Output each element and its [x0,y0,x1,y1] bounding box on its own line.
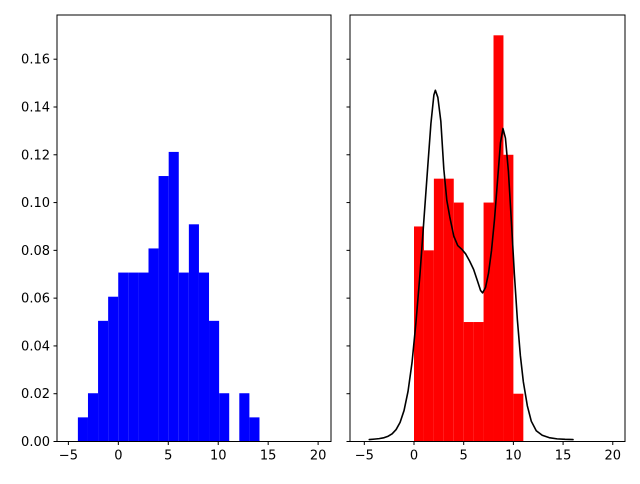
y-tick-label: 0.06 [21,292,50,307]
histogram-bar [168,151,179,442]
right-histogram-with-kde-x-axis: −5 0 5 10 15 20 [355,441,622,464]
y-tick-label: 0.12 [21,148,50,163]
histogram-bar [118,272,129,442]
histogram-bar [463,322,474,442]
histogram-bar [148,248,159,442]
right-histogram-with-kde-y-axis [346,58,350,442]
x-tick-label: −5 [59,449,78,464]
histogram-bar [188,224,199,442]
x-tick-label: 0 [410,449,418,464]
histogram-bar [473,322,484,442]
x-tick-label: 15 [555,449,572,464]
histogram-bar [128,272,139,442]
histogram-bar [443,178,454,442]
histogram-bar [414,226,424,442]
histogram-bar [108,296,119,442]
x-tick-label: −5 [355,449,374,464]
left-histogram-subplot: −5 0 5 10 15 200.000.020.040.060.080.100.120.… [21,14,332,464]
histogram-bar [178,272,189,442]
histogram-bar [219,393,230,442]
histogram-bar [493,35,504,442]
x-tick-label: 20 [605,449,622,464]
histogram-bar [198,272,210,442]
y-tick-label: 0.02 [21,387,50,402]
histogram-bar [513,393,524,442]
histogram-bar [77,417,88,442]
x-tick-label: 20 [310,449,327,464]
y-tick-label: 0.00 [21,435,50,450]
histogram-bar [158,176,169,442]
y-tick-label: 0.08 [21,244,50,259]
histogram-bar [433,178,444,442]
right-histogram-with-kde-bars [414,35,524,442]
x-tick-label: 10 [210,449,227,464]
histogram-bar [98,320,109,442]
histogram-bar [138,272,149,442]
histogram-bar [423,250,434,442]
kde-curve [368,89,574,441]
histogram-bar [453,202,464,442]
histogram-bar [249,417,260,442]
histogram-bar [87,393,99,442]
left-histogram-x-axis: −5 0 5 10 15 20 [59,441,327,464]
x-tick-label: 10 [505,449,522,464]
left-histogram-axes-spines [56,14,332,442]
right-histogram-with-kde-axes-spines [349,14,626,442]
y-tick-label: 0.16 [21,53,50,68]
histogram-bar [483,202,494,442]
y-tick-label: 0.14 [21,100,50,115]
left-histogram-y-axis: 0.00 0.02 0.04 0.06 0.08 0.10 0.12 0.14 0.16 [21,53,57,450]
y-tick-label: 0.10 [21,196,50,211]
histogram-bar [209,320,220,442]
right-histogram-with-kde-subplot: −5 0 5 10 15 20 [346,14,626,464]
left-histogram-bars [77,151,260,442]
x-tick-label: 5 [460,449,468,464]
y-tick-label: 0.04 [21,339,50,354]
x-tick-label: 0 [114,449,122,464]
histogram-bar [239,393,250,442]
histogram-bar [503,154,514,442]
x-tick-label: 5 [164,449,172,464]
x-tick-label: 15 [260,449,277,464]
